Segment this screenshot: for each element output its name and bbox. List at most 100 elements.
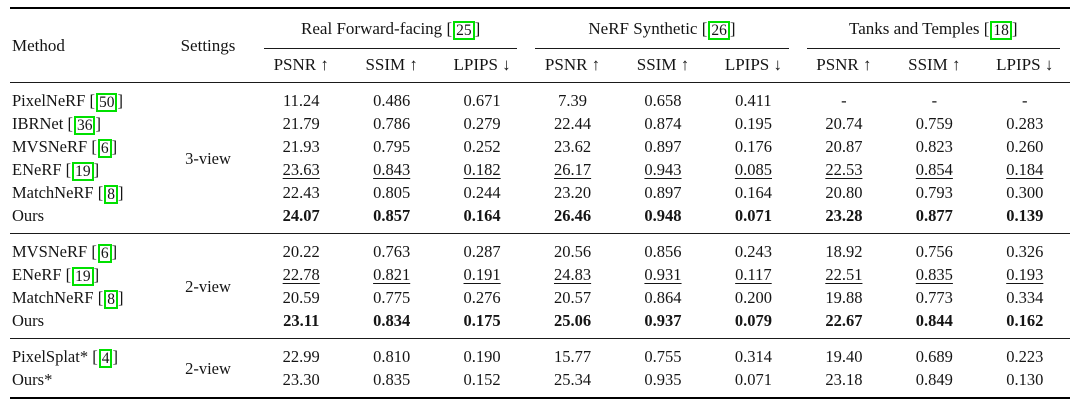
citation-link[interactable]: 8 xyxy=(104,290,118,309)
citation-link[interactable]: 4 xyxy=(98,349,113,368)
citation-link[interactable]: 19 xyxy=(72,267,94,286)
group-title: Tanks and Temples xyxy=(849,19,980,38)
value-cell: 0.190 xyxy=(463,347,501,366)
value-cell: 0.856 xyxy=(644,242,682,261)
method-name: MatchNeRF xyxy=(12,183,94,202)
value-cell: 0.334 xyxy=(1006,288,1044,307)
value-cell: 22.43 xyxy=(282,183,320,202)
value-cell: 22.53 xyxy=(825,160,863,179)
value-cell: 0.658 xyxy=(644,91,682,110)
value-cell: 0.200 xyxy=(734,288,772,307)
method-name: ENeRF xyxy=(12,160,62,179)
method-name: MVSNeRF xyxy=(12,242,88,261)
value-cell: 26.17 xyxy=(553,160,592,179)
value-cell: 0.937 xyxy=(644,311,682,330)
value-cell: 0.877 xyxy=(915,206,953,225)
value-cell: 0.279 xyxy=(463,114,501,133)
settings-cell: 3-view xyxy=(185,148,231,168)
group-title: NeRF Synthetic xyxy=(588,19,698,38)
value-cell: 0.164 xyxy=(463,206,501,225)
citation-link[interactable]: 19 xyxy=(72,162,94,181)
value-cell: 21.79 xyxy=(282,114,320,133)
value-cell: 0.152 xyxy=(463,370,501,389)
citation-link[interactable]: 8 xyxy=(104,185,118,204)
citation-link[interactable]: 36 xyxy=(73,116,96,135)
citation: [8] xyxy=(97,183,124,204)
top-rule xyxy=(10,7,1070,9)
metric-header-lpips: LPIPS ↓ xyxy=(453,55,511,74)
value-cell: 0.287 xyxy=(463,242,501,261)
method-cell: Ours* xyxy=(10,368,160,391)
value-cell: 0.849 xyxy=(915,370,953,389)
value-cell: 0.182 xyxy=(463,160,501,179)
value-cell: 20.56 xyxy=(553,242,592,261)
group-header-tanks-and-temples: Tanks and Temples [18] xyxy=(806,18,1060,49)
value-cell: 23.18 xyxy=(825,370,863,389)
value-cell: 22.67 xyxy=(825,311,863,330)
method-column-header: Method xyxy=(12,35,65,55)
table-section: PixelNeRF [50] 3-view 11.24 0.486 0.671 7.39 0… xyxy=(10,83,1070,233)
citation: [19] xyxy=(65,160,100,181)
value-cell: 21.93 xyxy=(282,137,320,156)
value-cell: 23.63 xyxy=(282,160,320,179)
value-cell: 0.835 xyxy=(373,370,411,389)
value-cell: 0.835 xyxy=(915,265,953,284)
value-cell: 11.24 xyxy=(282,91,320,110)
value-cell: 7.39 xyxy=(558,91,587,110)
method-name: ENeRF xyxy=(12,265,62,284)
value-cell: 0.193 xyxy=(1006,265,1044,284)
bottom-rule xyxy=(10,397,1070,399)
value-cell: - xyxy=(931,91,938,110)
citation: [4] xyxy=(92,347,118,368)
group-title: Real Forward-facing xyxy=(301,19,443,38)
value-cell: 23.20 xyxy=(553,183,592,202)
value-cell: 0.755 xyxy=(644,347,682,366)
value-cell: 23.30 xyxy=(282,370,320,389)
value-cell: 20.80 xyxy=(825,183,863,202)
value-cell: 22.51 xyxy=(825,265,863,284)
settings-cell: 2-view xyxy=(185,358,231,378)
settings-cell: 2-view xyxy=(185,276,231,296)
value-cell: 0.164 xyxy=(734,183,772,202)
value-cell: 15.77 xyxy=(553,347,592,366)
citation-link[interactable]: 50 xyxy=(95,93,118,112)
method-cell: MVSNeRF [6] xyxy=(10,240,160,263)
citation-link[interactable]: 6 xyxy=(97,244,112,263)
value-cell: 0.775 xyxy=(373,288,411,307)
value-cell: 0.773 xyxy=(915,288,953,307)
value-cell: 20.57 xyxy=(553,288,592,307)
value-cell: 0.823 xyxy=(915,137,953,156)
value-cell: 20.22 xyxy=(282,242,320,261)
value-cell: 0.326 xyxy=(1006,242,1044,261)
value-cell: 23.28 xyxy=(825,206,863,225)
value-cell: 0.805 xyxy=(373,183,411,202)
value-cell: 0.195 xyxy=(734,114,772,133)
citation-link[interactable]: 18 xyxy=(990,21,1012,40)
citation-link[interactable]: 25 xyxy=(453,21,475,40)
value-cell: 0.283 xyxy=(1006,114,1044,133)
method-cell: PixelSplat* [4] xyxy=(10,345,160,368)
value-cell: 24.07 xyxy=(282,206,320,225)
citation: [19] xyxy=(65,265,100,286)
value-cell: 0.834 xyxy=(373,311,411,330)
value-cell: 0.854 xyxy=(915,160,953,179)
method-cell: ENeRF [19] xyxy=(10,158,160,181)
value-cell: 0.759 xyxy=(915,114,953,133)
value-cell: 0.795 xyxy=(373,137,411,156)
value-cell: 0.786 xyxy=(373,114,411,133)
value-cell: 0.935 xyxy=(644,370,682,389)
method-cell: PixelNeRF [50] xyxy=(10,89,160,112)
value-cell: - xyxy=(841,91,847,110)
metric-header-ssim: SSIM ↑ xyxy=(636,55,690,74)
value-cell: 0.689 xyxy=(915,347,953,366)
value-cell: 0.897 xyxy=(644,183,682,202)
value-cell: 0.486 xyxy=(373,91,411,110)
value-cell: 0.260 xyxy=(1006,137,1044,156)
value-cell: 19.88 xyxy=(825,288,863,307)
citation-link[interactable]: 6 xyxy=(97,139,112,158)
citation-link[interactable]: 26 xyxy=(708,21,730,40)
method-cell: MatchNeRF [8] xyxy=(10,286,160,309)
value-cell: 0.191 xyxy=(463,265,501,284)
group-header-real-forward-facing: Real Forward-facing [25] xyxy=(264,18,518,49)
